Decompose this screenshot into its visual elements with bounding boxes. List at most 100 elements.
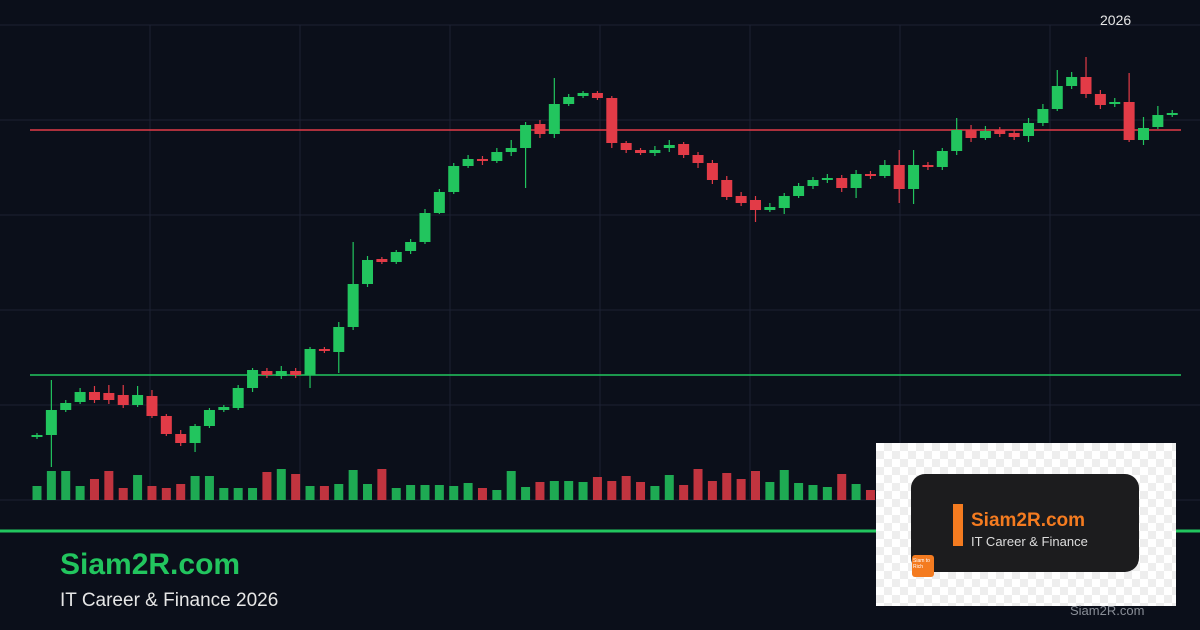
candle-body	[189, 426, 201, 443]
candle-body	[462, 159, 474, 166]
brand-subtitle: IT Career & Finance 2026	[60, 590, 279, 611]
candle-body	[764, 207, 776, 210]
candle-body	[491, 152, 503, 161]
volume-bar	[348, 470, 358, 500]
period-label: 2026	[1100, 12, 1132, 28]
candle-body	[663, 145, 675, 148]
candle-body	[117, 395, 129, 405]
candle-body	[160, 416, 172, 434]
volume-bar	[506, 471, 516, 500]
candle-body	[333, 327, 345, 352]
candle-body	[1123, 102, 1135, 140]
volume-bar	[449, 486, 459, 500]
volume-bar	[808, 485, 818, 500]
candle-body	[1037, 109, 1049, 123]
volume-bar	[133, 475, 143, 500]
candle-body	[1008, 133, 1020, 137]
candle-body	[1152, 115, 1164, 127]
candle-body	[476, 159, 488, 161]
candle-body	[721, 180, 733, 197]
volume-bar	[190, 476, 200, 500]
candle-body	[908, 165, 920, 189]
candle-body	[290, 371, 302, 375]
candle-body	[606, 98, 618, 143]
candle-body	[433, 192, 445, 213]
candle-body	[778, 196, 790, 208]
candle-body	[1023, 123, 1035, 136]
candle-body	[1109, 102, 1121, 104]
candle-body	[1066, 77, 1078, 86]
volume-bar	[722, 473, 732, 500]
volume-bar	[334, 484, 344, 500]
candle-body	[247, 370, 259, 388]
volume-bar	[104, 471, 114, 500]
volume-bar	[549, 481, 559, 500]
volume-bar	[420, 485, 430, 500]
volume-bar	[204, 476, 214, 500]
candle-body	[678, 144, 690, 155]
volume-bar	[434, 485, 444, 500]
candle-body	[103, 393, 115, 400]
volume-bar	[463, 483, 473, 500]
candle-body	[419, 213, 431, 242]
volume-bar	[262, 472, 272, 500]
candle-body	[405, 242, 417, 251]
volume-bar	[291, 474, 301, 500]
candle-body	[275, 371, 287, 376]
candle-body	[563, 97, 575, 104]
candle-body	[203, 410, 215, 426]
volume-bar	[219, 488, 229, 500]
candle-body	[649, 150, 661, 153]
candle-body	[1051, 86, 1063, 109]
logo-card: Siam2R.com IT Career & Finance Siam to R…	[911, 474, 1139, 577]
volume-bar	[592, 477, 602, 500]
candle-body	[821, 178, 833, 180]
candle-body	[534, 124, 546, 134]
candle-body	[951, 130, 963, 151]
candle-body	[45, 410, 57, 435]
volume-bar	[305, 486, 315, 500]
volume-bar	[822, 487, 832, 500]
candle-body	[74, 392, 86, 402]
candle-body	[548, 104, 560, 134]
logo-area: Siam2R.com IT Career & Finance Siam to R…	[876, 443, 1176, 606]
candle-body	[936, 151, 948, 167]
candle-body	[793, 186, 805, 196]
candle-body	[922, 165, 934, 167]
volume-bar	[391, 488, 401, 500]
volume-bar	[664, 475, 674, 500]
candle-body	[893, 165, 905, 189]
volume-bar	[794, 483, 804, 500]
volume-bar	[564, 481, 574, 500]
volume-bar	[765, 482, 775, 500]
candle-body	[965, 130, 977, 138]
volume-bar	[147, 486, 157, 500]
volume-bar	[118, 488, 128, 500]
volume-bar	[363, 484, 373, 500]
volume-bar	[477, 488, 487, 500]
candle-body	[1137, 128, 1149, 140]
volume-bar	[521, 487, 531, 500]
volume-bar	[736, 479, 746, 500]
volume-bar	[578, 482, 588, 500]
candle-body	[706, 163, 718, 180]
candle-body	[60, 403, 72, 410]
volume-bar	[865, 490, 875, 500]
logo-bar	[953, 504, 963, 546]
candle-body	[218, 407, 230, 410]
candle-body	[31, 435, 43, 437]
volume-bar	[621, 476, 631, 500]
volume-bar	[679, 485, 689, 500]
candle-body	[807, 180, 819, 186]
volume-bar	[406, 485, 416, 500]
volume-bar	[779, 470, 789, 500]
volume-bar	[32, 486, 42, 500]
brand-title: Siam2R.com	[60, 548, 241, 581]
volume-bar	[650, 486, 660, 500]
candle-body	[864, 174, 876, 176]
volume-bar	[176, 484, 186, 500]
candle-body	[232, 388, 244, 408]
candle-body	[735, 196, 747, 203]
candle-body	[879, 165, 891, 176]
volume-bar	[161, 488, 171, 500]
